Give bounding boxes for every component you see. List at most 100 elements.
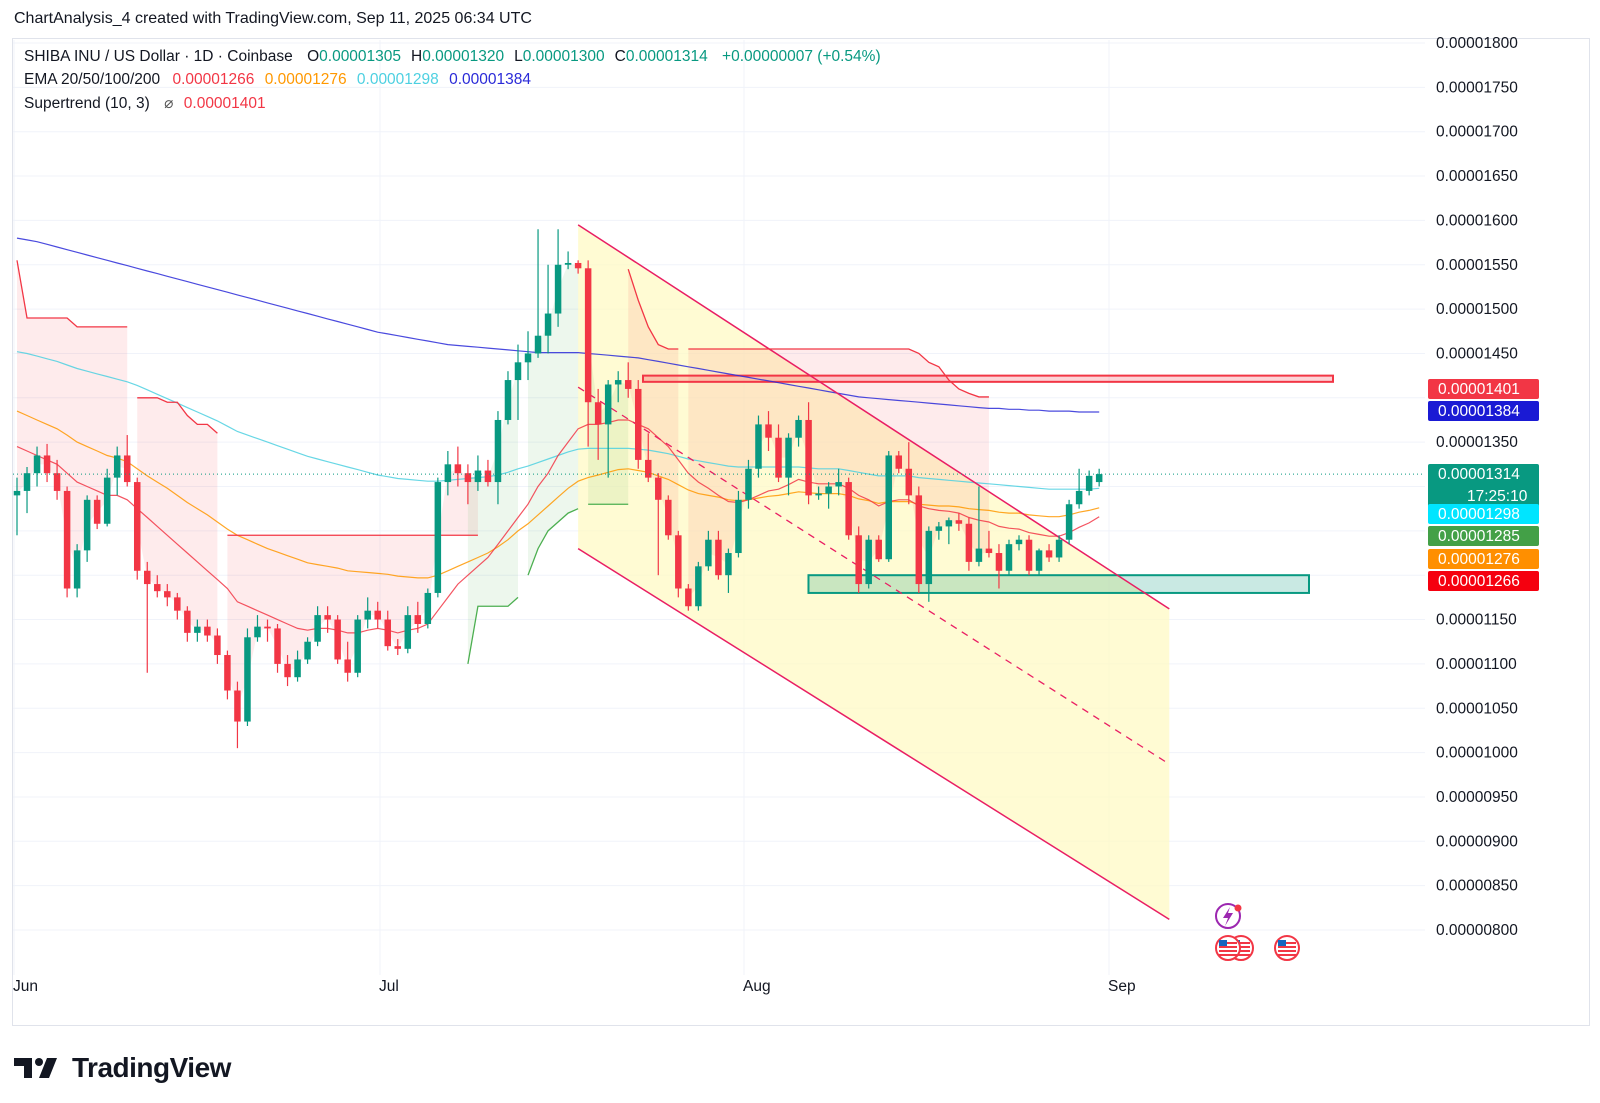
candle — [214, 628, 221, 664]
candle — [1065, 499, 1073, 545]
candle — [324, 606, 331, 633]
candle-body — [324, 615, 331, 620]
legend-ohlc-value-h: 0.00001320 — [422, 48, 505, 65]
candle — [564, 251, 572, 270]
candle — [414, 601, 422, 633]
price-tag: 0.00001314 17:25:10 — [1428, 464, 1539, 508]
candle — [514, 344, 522, 420]
price-axis-label: 0.00001000 — [1436, 745, 1518, 762]
candle-body — [845, 482, 852, 536]
tradingview-wordmark: TradingView — [72, 1052, 231, 1083]
tradingview-logo: TradingView — [14, 1052, 231, 1084]
candle — [484, 459, 492, 487]
candle — [274, 623, 281, 673]
candle-body — [434, 482, 442, 593]
candle — [103, 468, 111, 527]
candle-body — [885, 455, 892, 560]
candle-body — [965, 523, 973, 562]
candle — [705, 530, 712, 571]
candle — [845, 477, 852, 540]
candle — [885, 451, 892, 562]
time-axis-label-jun: Jun — [13, 978, 38, 995]
candle-body — [224, 655, 231, 691]
price-tag-bg — [1428, 504, 1539, 524]
candle — [624, 362, 632, 398]
candle-body — [705, 539, 712, 567]
supertrend-fill-6 — [628, 269, 679, 562]
channel-lower-line — [577, 547, 1170, 920]
legend-symbol-row: SHIBA INU / US Dollar · 1D · Coinbase O0… — [24, 48, 887, 66]
candle-body — [294, 659, 301, 678]
candle — [1095, 468, 1103, 487]
candle — [264, 619, 271, 642]
candle — [785, 433, 792, 496]
candle-body — [144, 570, 151, 585]
candle-body — [775, 437, 782, 478]
candle — [825, 482, 832, 509]
candle — [584, 260, 592, 447]
legend-change: +0.00000007 (+0.54%) — [722, 48, 881, 65]
candle-body — [93, 499, 101, 524]
legend-ema20-value: 0.00001266 — [172, 71, 255, 88]
price-tag-countdown: 17:25:10 — [1467, 488, 1528, 505]
candle — [634, 380, 642, 469]
legend-ohlc-key-o: O — [307, 48, 320, 65]
candle-body — [184, 610, 191, 633]
candle — [194, 619, 201, 642]
price-axis-label: 0.00001350 — [1436, 434, 1518, 451]
chart-attribution: ChartAnalysis_4 created with TradingView… — [14, 10, 532, 27]
candle — [695, 561, 702, 611]
candle-body — [454, 464, 462, 474]
candle — [614, 371, 622, 403]
candle-body — [695, 566, 702, 607]
candle — [725, 548, 732, 593]
price-axis-label: 0.00001500 — [1436, 301, 1518, 318]
candle — [745, 459, 752, 509]
legend-ema100-value: 0.00001298 — [356, 71, 439, 88]
candle-body — [83, 499, 91, 551]
candle-body — [795, 419, 802, 438]
candle-body — [254, 626, 261, 638]
candle — [1035, 548, 1043, 576]
price-tag-bg — [1428, 526, 1539, 546]
supertrend-segment-7 — [688, 348, 989, 398]
price-chart[interactable]: 0.00001800 0.00001750 0.00001700 0.00001650… — [0, 0, 1600, 1040]
lightning-event-icon — [1215, 903, 1242, 929]
candle — [895, 451, 903, 474]
candle-body — [645, 459, 652, 478]
candle — [645, 433, 652, 483]
candle-body — [835, 482, 842, 487]
candle-body — [1065, 504, 1073, 540]
candle — [945, 517, 953, 545]
candle — [1045, 544, 1053, 562]
candle — [544, 264, 552, 354]
candle-body — [935, 526, 943, 531]
candle-body — [384, 619, 391, 647]
candle — [805, 402, 812, 505]
price-axis-label: 0.00001550 — [1436, 257, 1518, 274]
candle — [795, 415, 802, 447]
legend-supertrend-label: Supertrend (10, 3) — [24, 95, 150, 112]
candle — [444, 451, 452, 496]
candle — [655, 473, 662, 576]
candle-body — [735, 499, 742, 554]
candle-body — [685, 588, 692, 607]
candle-body — [855, 535, 862, 585]
legend-ema-label: EMA 20/50/100/200 — [24, 71, 161, 88]
candle-body — [805, 419, 812, 496]
candle-body — [1015, 539, 1023, 545]
candle — [364, 597, 371, 629]
candle-body — [604, 384, 612, 425]
candle-body — [164, 591, 171, 598]
candle-body — [975, 548, 983, 562]
price-tag-bg — [1428, 549, 1539, 569]
candle — [715, 530, 722, 580]
legend-supertrend-symbol: ⌀ — [164, 95, 174, 112]
candle-body — [825, 486, 832, 494]
candle — [1025, 535, 1033, 576]
price-tag-value: 0.00001384 — [1438, 403, 1520, 420]
candle-body — [334, 619, 341, 660]
legend-ohlc-value-o: 0.00001305 — [319, 48, 402, 65]
candle — [404, 606, 412, 654]
candle-body — [755, 424, 762, 469]
